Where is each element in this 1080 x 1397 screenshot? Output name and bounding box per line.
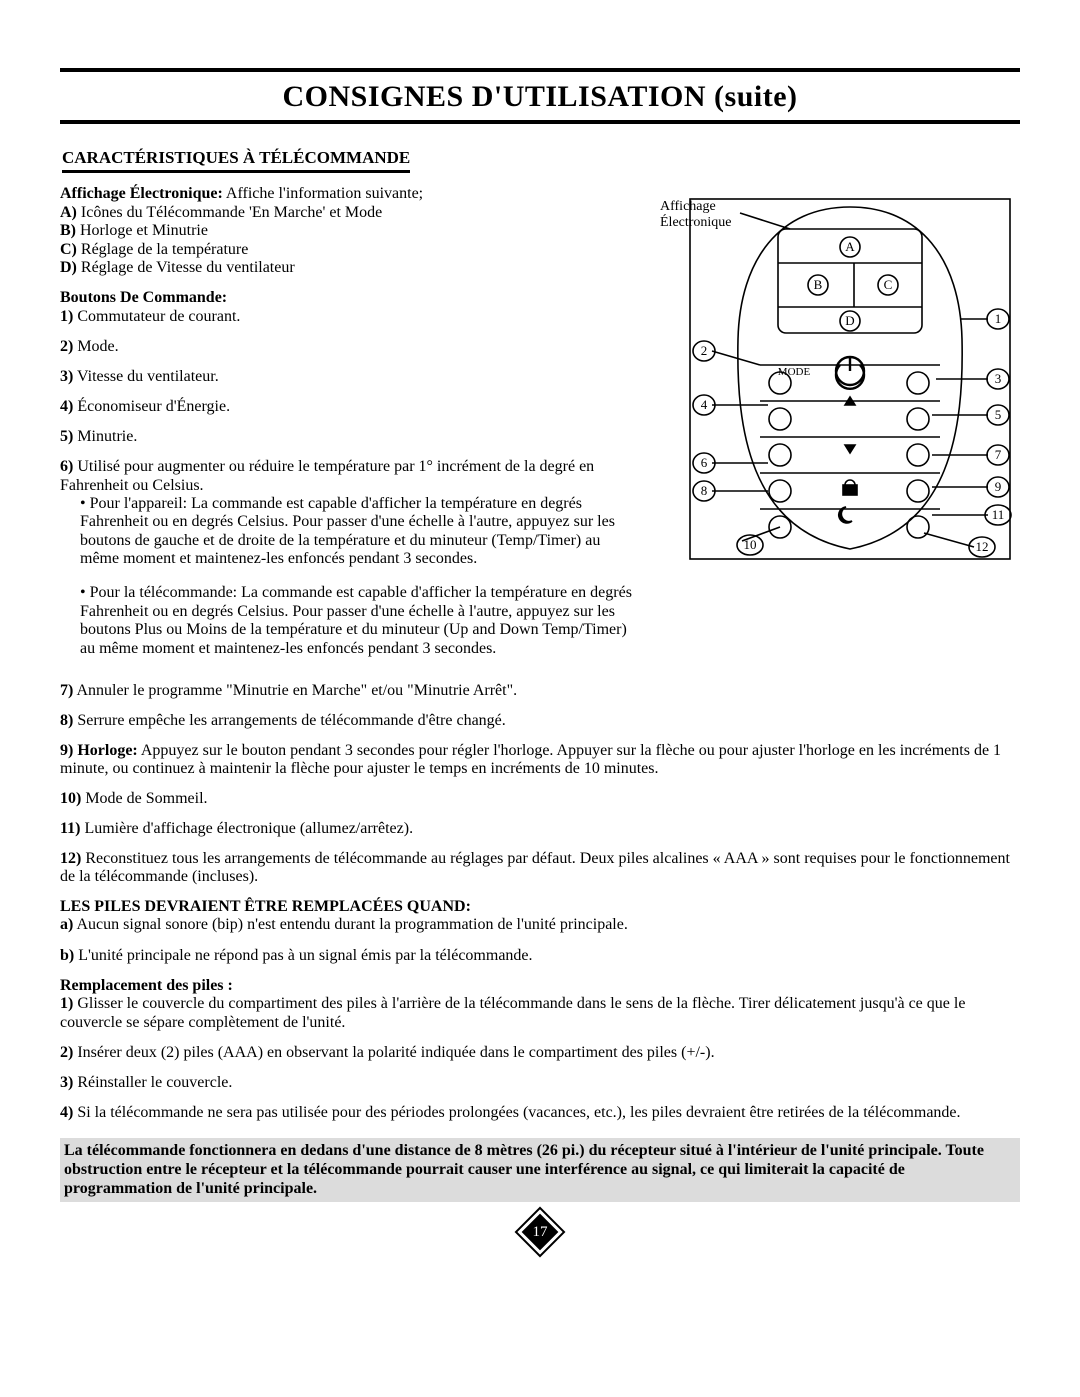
display-lead-bold: Affichage Électronique: [60,185,223,202]
btn10-b: 10) [60,790,81,807]
diagram-letter-d: D [845,313,854,328]
display-a-text: Icônes du Télécommande 'En Marche' et Mo… [77,204,382,221]
display-b-text: Horloge et Minutrie [76,222,208,239]
rep2-b: 2) [60,1044,73,1061]
callout-11: 11 [992,507,1005,522]
callout-1: 1 [995,311,1002,326]
callout-12: 12 [976,539,989,554]
btn7-b: 7) [60,682,73,699]
diagram-label: Affichage Électronique [660,199,732,230]
btn3-t: Vitesse du ventilateur. [73,368,218,385]
callout-2: 2 [701,343,708,358]
display-d-text: Réglage de Vitesse du ventilateur [77,259,295,276]
page-number-diamond: 17 [515,1206,566,1257]
btn9-t: Appuyez sur le bouton pendant 3 secondes… [60,742,1001,777]
electronic-display-block: Affichage Électronique: Affiche l'inform… [60,185,640,277]
page-title: CONSIGNES D'UTILISATION (suite) [60,80,1020,114]
batt-b-b: b) [60,947,74,964]
buttons-heading: Boutons De Commande: [60,289,640,307]
diagram-letter-b: B [814,277,823,292]
manual-page: CONSIGNES D'UTILISATION (suite) CARACTÉR… [0,0,1080,1397]
btn11-b: 11) [60,820,80,837]
btn8-b: 8) [60,712,73,729]
rep3-t: Réinstaller le couvercle. [73,1074,232,1091]
footer-note: La télécommande fonctionnera en dedans d… [60,1138,1020,1202]
btn2-b: 2) [60,338,73,355]
btn8-t: Serrure empêche les arrangements de télé… [73,712,505,729]
btn1-b: 1) [60,308,73,325]
btn3-b: 3) [60,368,73,385]
rep2-t: Insérer deux (2) piles (AAA) en observan… [73,1044,714,1061]
rep4-t: Si la télécommande ne sera pas utilisée … [73,1104,960,1121]
callout-8: 8 [701,483,708,498]
diagram-label-line2: Électronique [660,215,732,230]
display-c-text: Réglage de la température [77,241,248,258]
display-d-bold: D) [60,259,77,276]
display-c-bold: C) [60,241,77,258]
btn2-t: Mode. [73,338,118,355]
display-b-bold: B) [60,222,76,239]
page-number: 17 [533,1223,548,1240]
replace-heading: Remplacement des piles : [60,977,1020,995]
batt-b-t: L'unité principale ne répond pas à un si… [74,947,532,964]
btn6-sub2: • Pour la télécommande: La commande est … [80,584,640,658]
rule-top [60,68,1020,72]
remote-diagram: A B C D MODE 2 4 6 8 10 1 3 5 7 9 [660,189,1020,569]
btn5-b: 5) [60,428,73,445]
btn1-t: Commutateur de courant. [73,308,240,325]
btn11-t: Lumière d'affichage électronique (allume… [80,820,413,837]
rule-bottom [60,120,1020,124]
batt-heading: LES PILES DEVRAIENT ÊTRE REMPLACÉES QUAN… [60,898,1020,916]
callout-3: 3 [995,371,1002,386]
callout-10: 10 [744,537,757,552]
display-lead-rest: Affiche l'information suivante; [223,185,423,202]
batt-a-t: Aucun signal sonore (bip) n'est entendu … [73,916,628,933]
btn6-b: 6) [60,458,73,475]
btn6-t: Utilisé pour augmenter ou réduire le tem… [60,458,594,493]
diagram-letter-c: C [884,277,893,292]
callout-7: 7 [995,447,1002,462]
btn9-bold: Horloge: [73,742,137,759]
btn4-b: 4) [60,398,73,415]
callout-6: 6 [701,455,708,470]
display-a-bold: A) [60,204,77,221]
diagram-label-line1: Affichage [660,199,716,214]
btn12-t: Reconstituez tous les arrangements de té… [60,850,1010,885]
rep1-b: 1) [60,995,73,1012]
callout-5: 5 [995,407,1002,422]
diagram-letter-a: A [845,239,855,254]
btn12-b: 12) [60,850,81,867]
rep1-t: Glisser le couvercle du compartiment des… [60,995,965,1030]
btn7-t: Annuler le programme "Minutrie en Marche… [73,682,517,699]
rep4-b: 4) [60,1104,73,1121]
btn9-b: 9) [60,742,73,759]
callout-4: 4 [701,397,708,412]
btn10-t: Mode de Sommeil. [81,790,207,807]
batt-a-b: a) [60,916,73,933]
callout-9: 9 [995,479,1002,494]
section-heading: CARACTÉRISTIQUES À TÉLÉCOMMANDE [62,148,410,173]
btn5-t: Minutrie. [73,428,137,445]
rep3-b: 3) [60,1074,73,1091]
btn4-t: Économiseur d'Énergie. [73,398,230,415]
btn6-sub1: • Pour l'appareil: La commande est capab… [80,495,640,569]
diagram-mode-text: MODE [778,366,811,378]
